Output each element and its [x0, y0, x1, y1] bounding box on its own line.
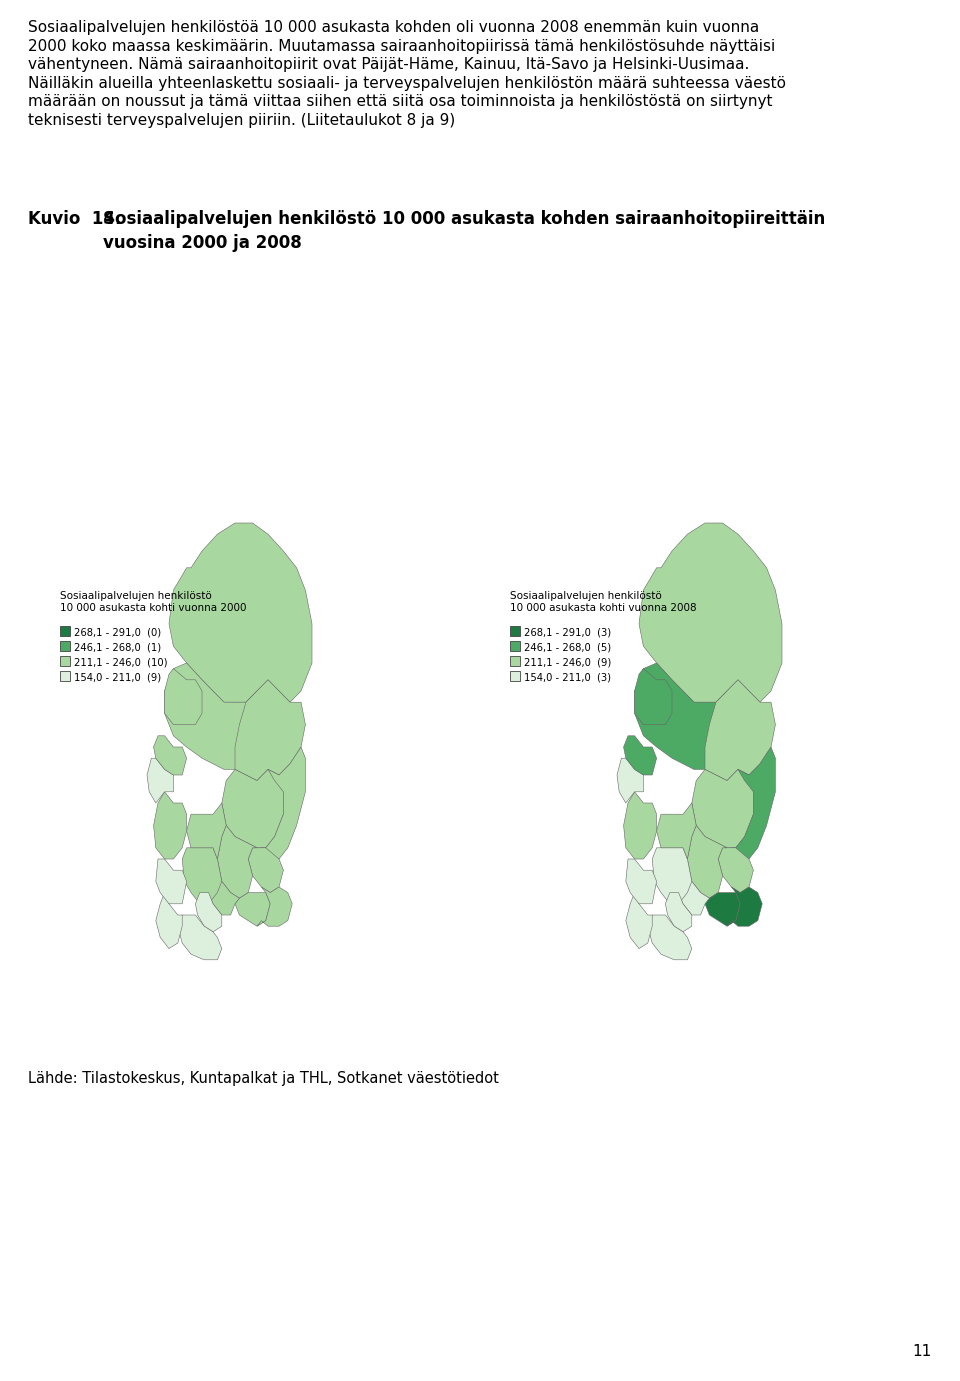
Text: 211,1 - 246,0  (10): 211,1 - 246,0 (10) [74, 657, 167, 667]
Bar [510, 671, 520, 681]
Text: 2000 koko maassa keskimäärin. Muutamassa sairaanhoitopiirissä tämä henkilöstösuh: 2000 koko maassa keskimäärin. Muutamassa… [28, 39, 776, 54]
Polygon shape [154, 736, 186, 775]
Polygon shape [705, 892, 740, 927]
Polygon shape [635, 663, 745, 780]
Bar [510, 626, 520, 637]
Text: Sosiaalipalvelujen henkilöstö 10 000 asukasta kohden sairaanhoitopiireittäin
vuo: Sosiaalipalvelujen henkilöstö 10 000 asu… [103, 210, 826, 253]
Polygon shape [679, 870, 709, 916]
Polygon shape [186, 802, 227, 859]
Text: määrään on noussut ja tämä viittaa siihen että siitä osa toiminnoista ja henkilö: määrään on noussut ja tämä viittaa siihe… [28, 94, 773, 109]
Polygon shape [639, 523, 782, 702]
Text: Kuvio  14.: Kuvio 14. [28, 210, 121, 228]
Polygon shape [217, 826, 257, 898]
Polygon shape [222, 769, 283, 848]
Text: 211,1 - 246,0  (9): 211,1 - 246,0 (9) [524, 657, 612, 667]
Polygon shape [164, 668, 202, 725]
Text: 154,0 - 211,0  (9): 154,0 - 211,0 (9) [74, 673, 161, 682]
Polygon shape [196, 892, 222, 932]
Text: teknisesti terveyspalvelujen piiriin. (Liitetaulukot 8 ja 9): teknisesti terveyspalvelujen piiriin. (L… [28, 112, 455, 127]
Polygon shape [687, 826, 727, 898]
Text: 246,1 - 268,0  (1): 246,1 - 268,0 (1) [74, 642, 161, 652]
Polygon shape [705, 679, 776, 780]
Polygon shape [156, 892, 182, 949]
Bar [510, 656, 520, 666]
Polygon shape [624, 791, 657, 859]
Polygon shape [235, 679, 305, 780]
Text: Sosiaalipalvelujen henkilöstöä 10 000 asukasta kohden oli vuonna 2008 enemmän ku: Sosiaalipalvelujen henkilöstöä 10 000 as… [28, 19, 759, 35]
Polygon shape [147, 758, 174, 802]
Polygon shape [648, 916, 692, 960]
Polygon shape [235, 892, 270, 927]
Bar [510, 641, 520, 650]
Polygon shape [154, 791, 186, 859]
Polygon shape [156, 859, 186, 903]
Polygon shape [178, 916, 222, 960]
Polygon shape [169, 523, 312, 702]
Text: Sosiaalipalvelujen henkilöstö
10 000 asukasta kohti vuonna 2008: Sosiaalipalvelujen henkilöstö 10 000 asu… [510, 591, 697, 613]
Polygon shape [624, 736, 657, 775]
Polygon shape [718, 848, 754, 892]
Text: vähentyneen. Nämä sairaanhoitopiirit ovat Päijät-Häme, Kainuu, Itä-Savo ja Helsi: vähentyneen. Nämä sairaanhoitopiirit ova… [28, 57, 750, 72]
Polygon shape [626, 892, 652, 949]
Text: 246,1 - 268,0  (5): 246,1 - 268,0 (5) [524, 642, 612, 652]
Text: Lähde: Tilastokeskus, Kuntapalkat ja THL, Sotkanet väestötiedot: Lähde: Tilastokeskus, Kuntapalkat ja THL… [28, 1072, 499, 1085]
Polygon shape [208, 870, 239, 916]
Polygon shape [692, 769, 754, 848]
Bar [60, 626, 70, 637]
Text: 154,0 - 211,0  (3): 154,0 - 211,0 (3) [524, 673, 611, 682]
Polygon shape [652, 848, 692, 903]
Polygon shape [182, 848, 222, 903]
Text: 11: 11 [913, 1344, 932, 1359]
Text: Näilläkin alueilla yhteenlaskettu sosiaali- ja terveyspalvelujen henkilöstön mää: Näilläkin alueilla yhteenlaskettu sosiaa… [28, 76, 786, 91]
Polygon shape [635, 668, 672, 725]
Polygon shape [732, 747, 776, 859]
Polygon shape [617, 758, 643, 802]
Polygon shape [727, 887, 762, 927]
Bar [60, 641, 70, 650]
Polygon shape [657, 802, 696, 859]
Text: Sosiaalipalvelujen henkilöstö
10 000 asukasta kohti vuonna 2000: Sosiaalipalvelujen henkilöstö 10 000 asu… [60, 591, 247, 613]
Polygon shape [665, 892, 692, 932]
Bar [60, 656, 70, 666]
Polygon shape [257, 887, 292, 927]
Polygon shape [261, 747, 305, 859]
Bar [60, 671, 70, 681]
Text: 268,1 - 291,0  (3): 268,1 - 291,0 (3) [524, 627, 612, 637]
Polygon shape [249, 848, 283, 892]
Polygon shape [626, 859, 657, 903]
Polygon shape [164, 663, 275, 780]
Text: 268,1 - 291,0  (0): 268,1 - 291,0 (0) [74, 627, 161, 637]
